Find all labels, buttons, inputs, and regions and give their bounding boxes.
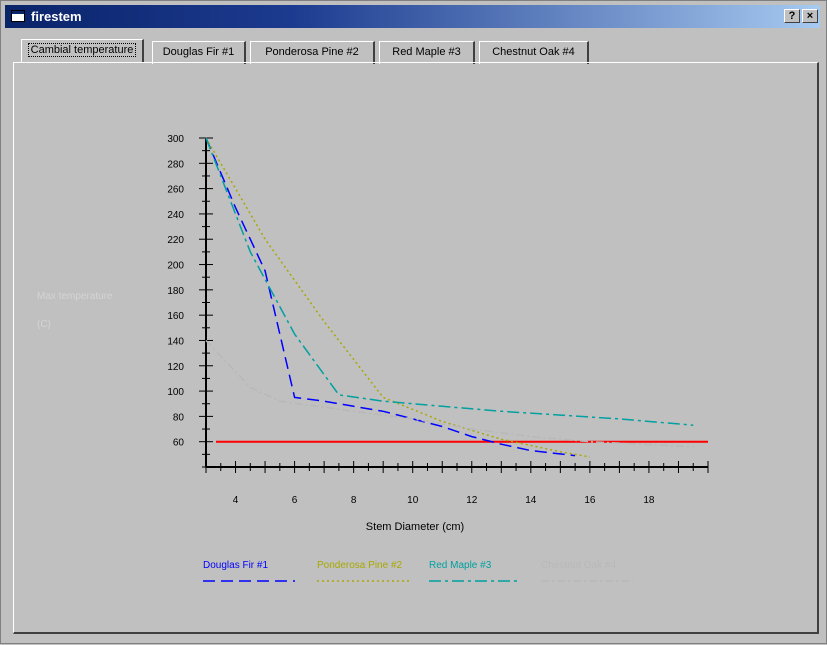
tab-cambial-temperature[interactable]: Cambial temperature — [21, 39, 144, 62]
series-line-3 — [205, 137, 694, 426]
x-tick-label: 8 — [351, 495, 357, 506]
tab-panel — [13, 62, 819, 634]
tab-ponderosa-pine-2[interactable]: Ponderosa Pine #2 — [250, 41, 375, 64]
y-tick-label: 60 — [173, 438, 185, 449]
legend-label: Ponderosa Pine #2 — [317, 560, 403, 571]
y-tick-label: 180 — [167, 286, 184, 297]
y-tick-label: 140 — [167, 336, 184, 347]
tab-douglas-fir-1[interactable]: Douglas Fir #1 — [152, 41, 246, 64]
y-tick-label: 220 — [167, 235, 184, 246]
series-line-1 — [205, 137, 576, 457]
legend-label: Red Maple #3 — [429, 560, 492, 571]
tab-chestnut-oak-4[interactable]: Chestnut Oak #4 — [479, 41, 589, 64]
window-title: firestem — [31, 9, 82, 24]
y-tick-label: 300 — [167, 134, 184, 145]
y-tick-label: 80 — [173, 412, 185, 423]
help-button[interactable]: ? — [784, 9, 800, 23]
close-button[interactable]: × — [802, 9, 818, 23]
series-line-4 — [205, 339, 694, 448]
y-tick-label: 200 — [167, 261, 184, 272]
x-tick-label: 14 — [525, 495, 537, 506]
x-tick-label: 6 — [292, 495, 298, 506]
window-icon — [11, 10, 25, 22]
x-tick-label: 4 — [233, 495, 239, 506]
y-axis-label: Max temperature — [37, 291, 113, 302]
y-tick-label: 240 — [167, 210, 184, 221]
y-tick-label: 160 — [167, 311, 184, 322]
x-tick-label: 16 — [584, 495, 596, 506]
legend-label: Douglas Fir #1 — [203, 560, 268, 571]
y-tick-label: 120 — [167, 362, 184, 373]
x-tick-label: 18 — [643, 495, 655, 506]
series-line-2 — [205, 137, 591, 458]
x-tick-label: 12 — [466, 495, 478, 506]
x-axis-label: Stem Diameter (cm) — [366, 521, 464, 533]
y-tick-label: 280 — [167, 159, 184, 170]
tab-red-maple-3[interactable]: Red Maple #3 — [379, 41, 475, 64]
y-tick-label: 260 — [167, 185, 184, 196]
title-bar[interactable]: firestem ? × — [5, 5, 820, 28]
legend-label: Chestnut Oak #4 — [541, 560, 616, 571]
y-tick-label: 100 — [167, 387, 184, 398]
y-axis-unit: (C) — [37, 319, 51, 330]
x-tick-label: 10 — [407, 495, 419, 506]
